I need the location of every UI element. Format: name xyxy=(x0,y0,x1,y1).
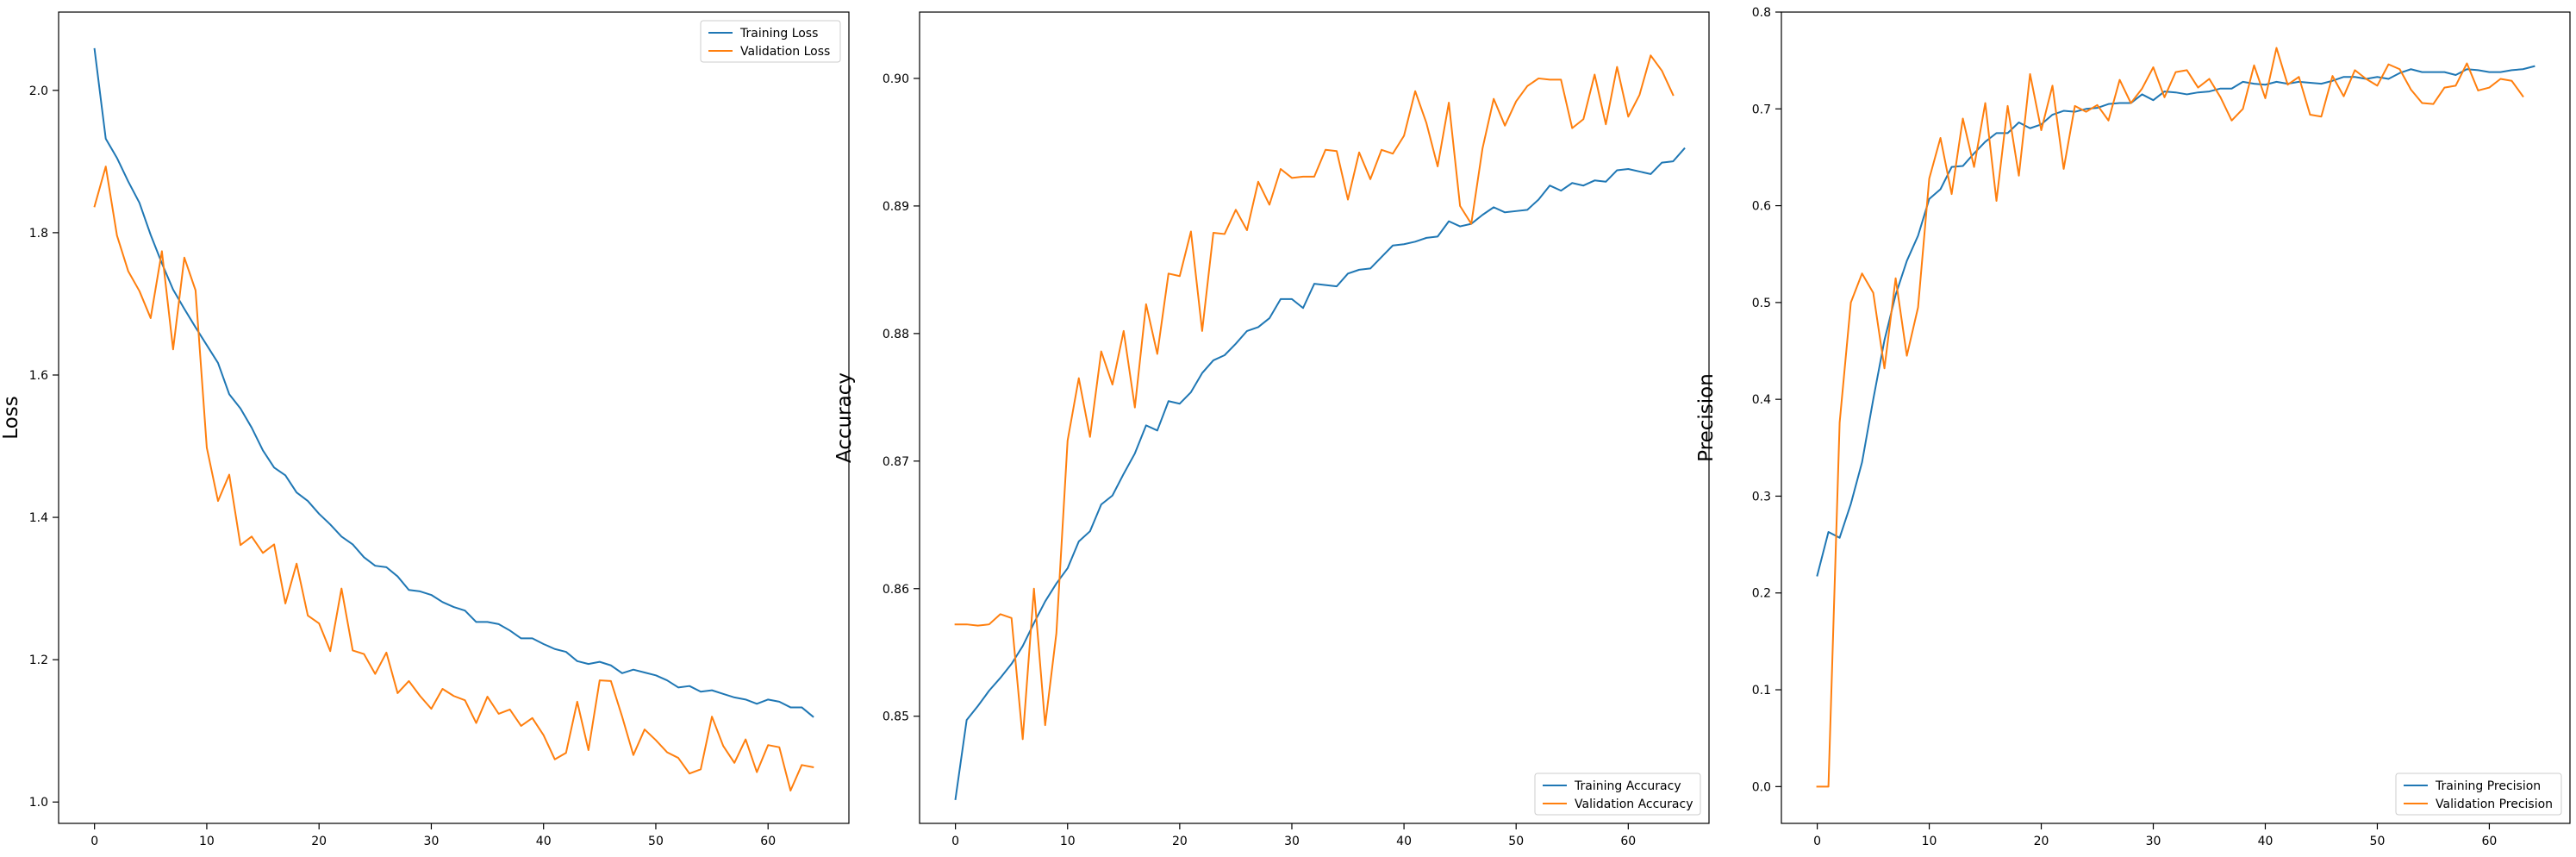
precision-x-tick-label: 0 xyxy=(1813,835,1821,848)
accuracy-legend: Training Accuracy Validation Accuracy xyxy=(1534,773,1701,816)
precision-x-tick-label: 10 xyxy=(1922,835,1937,848)
loss-series-line-0 xyxy=(93,47,814,718)
accuracy-legend-label: Training Accuracy xyxy=(1574,779,1681,793)
loss-x-tick-label: 50 xyxy=(648,835,664,848)
precision-y-tick-label: 0.0 xyxy=(1752,780,1771,794)
accuracy-y-axis-label: Accuracy xyxy=(833,372,856,463)
precision-y-axis-label: Precision xyxy=(1695,373,1718,462)
loss-y-tick-label: 1.2 xyxy=(29,654,48,667)
precision-y-tick-label: 0.2 xyxy=(1752,587,1771,601)
accuracy-panel: 0 10 20 30 40 50 60 0.85 0.86 0.87 0.88 0.89 0.90 Acc… xyxy=(833,11,1710,848)
accuracy-series-line-0 xyxy=(954,147,1686,801)
loss-y-tick-label: 2.0 xyxy=(29,84,48,98)
accuracy-y-tick-label: 0.86 xyxy=(883,583,909,597)
accuracy-x-tick-label: 40 xyxy=(1396,835,1412,848)
loss-legend: Training Loss Validation Loss xyxy=(700,20,841,63)
precision-x-tick-label: 40 xyxy=(2258,835,2273,848)
precision-legend-label: Training Precision xyxy=(2435,779,2541,793)
precision-y-tick-label: 0.4 xyxy=(1752,393,1771,407)
precision-y-tick-label: 0.5 xyxy=(1752,297,1771,310)
accuracy-y-tick-label: 0.89 xyxy=(883,200,909,214)
precision-y-tick-label: 0.6 xyxy=(1752,200,1771,214)
loss-y-tick-label: 1.0 xyxy=(29,796,48,810)
loss-x-tick-label: 60 xyxy=(760,835,776,848)
loss-x-tick-label: 0 xyxy=(90,835,98,848)
loss-y-tick-label: 1.4 xyxy=(29,511,48,525)
precision-x-tick-label: 20 xyxy=(2034,835,2049,848)
loss-x-tick-label: 40 xyxy=(536,835,552,848)
precision-y-tick-label: 0.8 xyxy=(1752,6,1771,20)
precision-legend-label: Validation Precision xyxy=(2436,798,2553,811)
precision-y-tick-label: 0.1 xyxy=(1752,684,1771,697)
accuracy-x-tick-label: 20 xyxy=(1172,835,1188,848)
accuracy-x-tick-label: 10 xyxy=(1060,835,1076,848)
accuracy-y-tick-label: 0.85 xyxy=(883,710,909,724)
precision-legend-box xyxy=(2395,773,2562,816)
loss-panel: 0 10 20 30 40 50 60 1.0 1.2 1.4 1.6 1.8 2.0 Loss Train… xyxy=(0,11,850,848)
accuracy-axes-frame xyxy=(919,11,1710,824)
accuracy-x-tick-label: 30 xyxy=(1284,835,1300,848)
precision-panel: 0 10 20 30 40 50 60 0.0 0.1 0.2 0.3 0.4 0.5 0.6 0.7 0.8… xyxy=(1695,6,2571,848)
accuracy-legend-label: Validation Accuracy xyxy=(1575,798,1693,811)
accuracy-x-tick-label: 0 xyxy=(951,835,959,848)
accuracy-x-tick-label: 50 xyxy=(1508,835,1524,848)
loss-y-tick-label: 1.8 xyxy=(29,227,48,241)
precision-x-tick-label: 30 xyxy=(2146,835,2161,848)
precision-series-line-1 xyxy=(1816,47,2524,788)
precision-series-line-0 xyxy=(1816,65,2535,577)
loss-x-tick-label: 10 xyxy=(199,835,215,848)
precision-y-tick-label: 0.7 xyxy=(1752,103,1771,116)
loss-legend-label: Training Loss xyxy=(739,27,818,41)
loss-y-axis-label: Loss xyxy=(0,396,22,439)
precision-x-tick-label: 50 xyxy=(2370,835,2386,848)
loss-x-tick-label: 30 xyxy=(424,835,440,848)
loss-legend-label: Validation Loss xyxy=(740,45,830,59)
accuracy-series-line-1 xyxy=(954,54,1675,741)
accuracy-y-tick-label: 0.88 xyxy=(883,328,909,341)
precision-x-tick-label: 60 xyxy=(2482,835,2498,848)
loss-axes-frame xyxy=(58,11,850,824)
loss-x-tick-label: 20 xyxy=(311,835,327,848)
accuracy-x-tick-label: 60 xyxy=(1620,835,1636,848)
precision-axes-frame xyxy=(1781,11,2571,824)
accuracy-y-tick-label: 0.90 xyxy=(883,72,909,86)
loss-series-line-1 xyxy=(93,166,814,792)
accuracy-legend-box xyxy=(1534,773,1701,816)
precision-legend: Training Precision Validation Precision xyxy=(2395,773,2562,816)
accuracy-y-tick-label: 0.87 xyxy=(883,455,909,469)
loss-legend-box xyxy=(700,20,841,63)
loss-y-tick-label: 1.6 xyxy=(29,369,48,383)
precision-y-tick-label: 0.3 xyxy=(1752,490,1771,504)
